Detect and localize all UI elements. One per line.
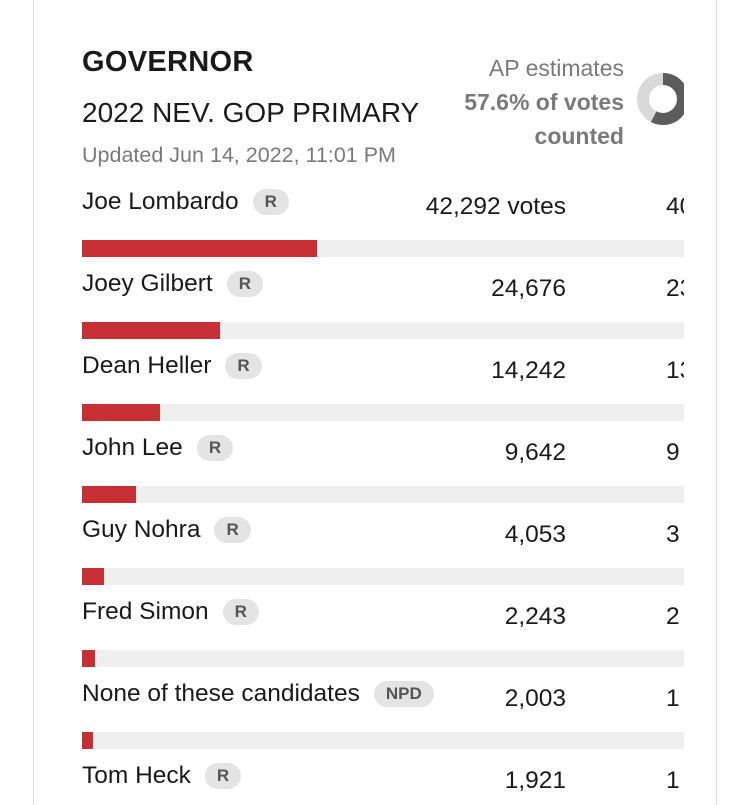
candidate-row: Dean Heller R 14,242 13 (34, 347, 684, 429)
vote-share-fill (82, 568, 104, 585)
vote-percent: 3 (666, 521, 680, 548)
vote-percent: 23 (666, 275, 684, 302)
donut-fill (637, 73, 684, 125)
vote-share-bar (82, 486, 684, 503)
candidate-name: Tom Heck (82, 762, 191, 789)
candidate-name: Joey Gilbert (82, 270, 213, 297)
vote-share-fill (82, 240, 317, 257)
candidate-name: Guy Nohra (82, 516, 201, 543)
vote-percent: 2 (666, 603, 680, 630)
ap-estimate-block: AP estimates 57.6% of votes counted (384, 52, 624, 153)
updated-timestamp: Updated Jun 14, 2022, 11:01 PM (82, 143, 396, 167)
vote-count: 24,676 (491, 275, 566, 302)
vote-count: 2,243 (504, 603, 566, 630)
panel-border-right (716, 0, 717, 805)
candidate-row: None of these candidates NPD 2,003 1 (34, 675, 684, 757)
party-badge: R (252, 189, 289, 215)
votes-counted-donut-icon (637, 73, 684, 125)
vote-share-bar (82, 568, 684, 585)
party-badge: R (196, 435, 234, 461)
candidate-row: Joe Lombardo R 42,292 votes 40 (34, 183, 684, 265)
vote-count: 9,642 (504, 439, 566, 466)
vote-share-fill (82, 732, 93, 749)
candidate-name: Fred Simon (82, 598, 209, 625)
vote-count: 4,053 (504, 521, 566, 548)
candidate-row: Fred Simon R 2,243 2 (34, 593, 684, 675)
vote-share-bar (82, 732, 684, 749)
vote-share-bar (82, 240, 684, 257)
candidate-name: Dean Heller (82, 352, 212, 379)
vote-percent: 9 (666, 439, 680, 466)
party-badge: R (222, 599, 259, 625)
panel-border-left (33, 0, 34, 805)
candidate-row: Tom Heck R 1,921 1 (34, 757, 684, 805)
ap-estimate-label: AP estimates (488, 55, 624, 81)
party-badge: R (226, 271, 263, 297)
candidate-row: Guy Nohra R 4,053 3 (34, 511, 684, 593)
vote-share-fill (82, 322, 220, 339)
candidate-row: John Lee R 9,642 9 (34, 429, 684, 511)
vote-share-bar (82, 404, 684, 421)
race-results-panel: GOVERNOR 2022 NEV. GOP PRIMARY Updated J… (34, 0, 684, 805)
candidate-name: John Lee (82, 434, 183, 461)
race-subtitle: 2022 NEV. GOP PRIMARY (82, 97, 420, 128)
vote-percent: 1 (666, 767, 680, 794)
vote-percent: 1 (666, 685, 680, 712)
candidate-row: Joey Gilbert R 24,676 23 (34, 265, 684, 347)
ap-estimate-percent: 57.6% of votes (464, 89, 624, 115)
vote-count: 14,242 (491, 357, 566, 384)
vote-percent: 13 (666, 357, 684, 384)
race-title: GOVERNOR (82, 46, 254, 78)
vote-share-fill (82, 650, 95, 667)
vote-count: 1,921 (504, 767, 566, 794)
party-badge: NPD (373, 681, 434, 707)
vote-share-fill (82, 404, 160, 421)
vote-share-fill (82, 486, 136, 503)
party-badge: R (204, 763, 242, 789)
party-badge: R (225, 353, 262, 379)
ap-estimate-counted: counted (534, 123, 624, 149)
vote-share-bar (82, 322, 684, 339)
vote-share-bar (82, 650, 684, 667)
candidate-name: None of these candidates (82, 680, 360, 707)
vote-count: 42,292 votes (425, 193, 566, 220)
vote-count: 2,003 (504, 685, 566, 712)
candidate-name: Joe Lombardo (82, 188, 239, 215)
vote-percent: 40 (666, 193, 684, 220)
party-badge: R (214, 517, 251, 543)
